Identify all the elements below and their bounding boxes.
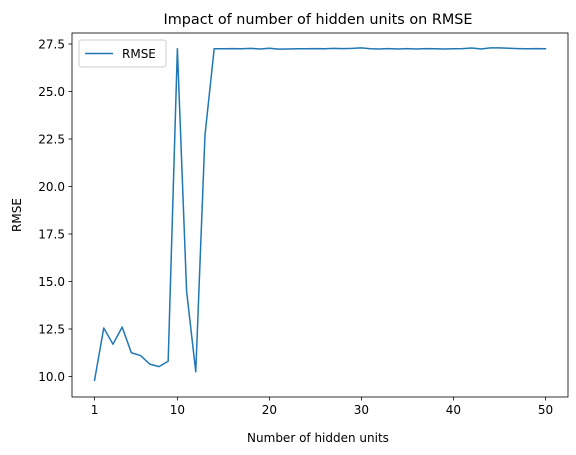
x-tick-label: 50 <box>538 403 553 417</box>
plot-area <box>71 32 569 398</box>
series-line-0 <box>93 47 547 382</box>
legend-box <box>78 39 167 68</box>
y-tick-label: 20.0 <box>38 180 65 194</box>
series-layer <box>93 47 547 382</box>
axes-frame <box>71 32 569 398</box>
y-tick-label: 25.0 <box>38 85 65 99</box>
y-tick-label: 27.5 <box>38 37 65 51</box>
legend-label: RMSE <box>122 47 156 61</box>
x-axis-ticks: 1 10 20 30 40 50 <box>91 397 553 417</box>
chart-title: Impact of number of hidden units on RMSE <box>163 12 472 28</box>
x-tick-label: 10 <box>170 403 185 417</box>
x-tick-label: 40 <box>446 403 461 417</box>
x-axis-label: Number of hidden units <box>247 431 389 445</box>
y-tick-label: 15.0 <box>38 275 65 289</box>
y-tick-label: 22.5 <box>38 132 65 146</box>
x-tick-label: 30 <box>354 403 369 417</box>
y-tick-label: 10.0 <box>38 370 65 384</box>
legend: RMSE <box>78 39 167 68</box>
y-axis-ticks: 10.0 12.5 15.0 17.5 20.0 22.5 25.0 27.5 <box>38 37 72 384</box>
x-tick-label: 1 <box>91 403 99 417</box>
y-tick-label: 12.5 <box>38 322 65 336</box>
y-tick-label: 17.5 <box>38 227 65 241</box>
x-tick-label: 20 <box>262 403 277 417</box>
y-axis-label: RMSE <box>10 198 24 232</box>
